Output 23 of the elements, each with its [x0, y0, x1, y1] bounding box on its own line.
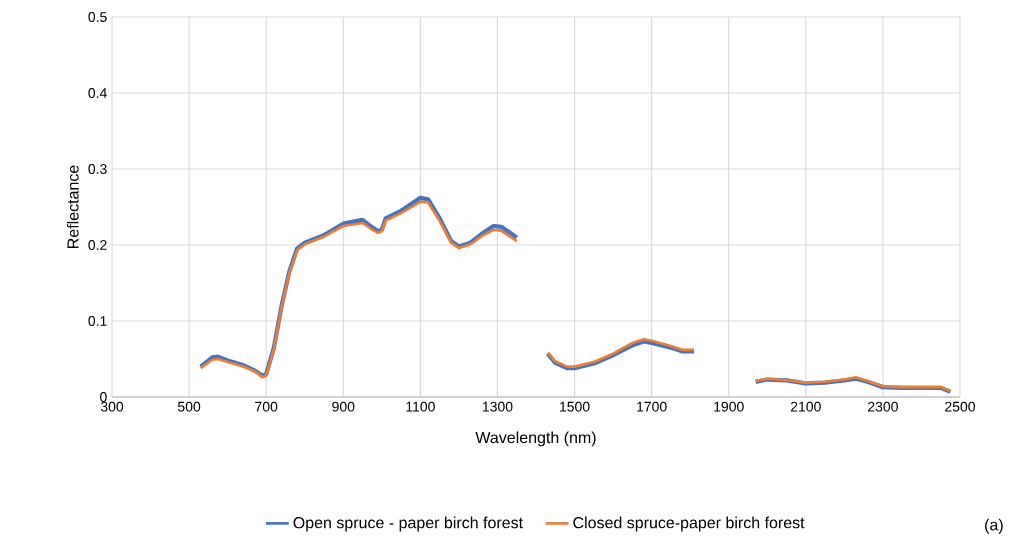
x-tick-label: 2500: [945, 401, 976, 412]
y-tick-label: 0.3: [88, 164, 107, 174]
y-tick-label: 0: [100, 392, 107, 402]
legend-label: Closed spruce-paper birch forest: [573, 516, 805, 532]
legend-label: Open spruce - paper birch forest: [293, 516, 523, 532]
x-tick-label: 1700: [637, 401, 667, 412]
x-tick-label: 1100: [406, 401, 435, 412]
x-tick-label: 2100: [790, 401, 821, 412]
x-tick-label: 700: [255, 401, 278, 412]
x-tick-label: 1500: [560, 401, 590, 412]
x-tick-label: 1300: [482, 401, 513, 412]
y-axis-title: Reflectance: [66, 165, 79, 248]
y-tick-label: 0.5: [88, 12, 107, 22]
x-tick-label: 900: [332, 401, 355, 412]
y-tick-label: 0.4: [88, 88, 107, 98]
text: (a): [985, 518, 1003, 534]
y-tick-label: 0.2: [88, 240, 107, 250]
x-axis-title: Wavelength (nm): [475, 431, 596, 447]
x-tick-label: 2300: [868, 401, 898, 412]
y-tick-label: 0.1: [88, 316, 107, 326]
x-tick-label: 1900: [714, 401, 744, 412]
x-tick-label: 300: [100, 401, 124, 412]
x-tick-label: 500: [177, 401, 201, 412]
